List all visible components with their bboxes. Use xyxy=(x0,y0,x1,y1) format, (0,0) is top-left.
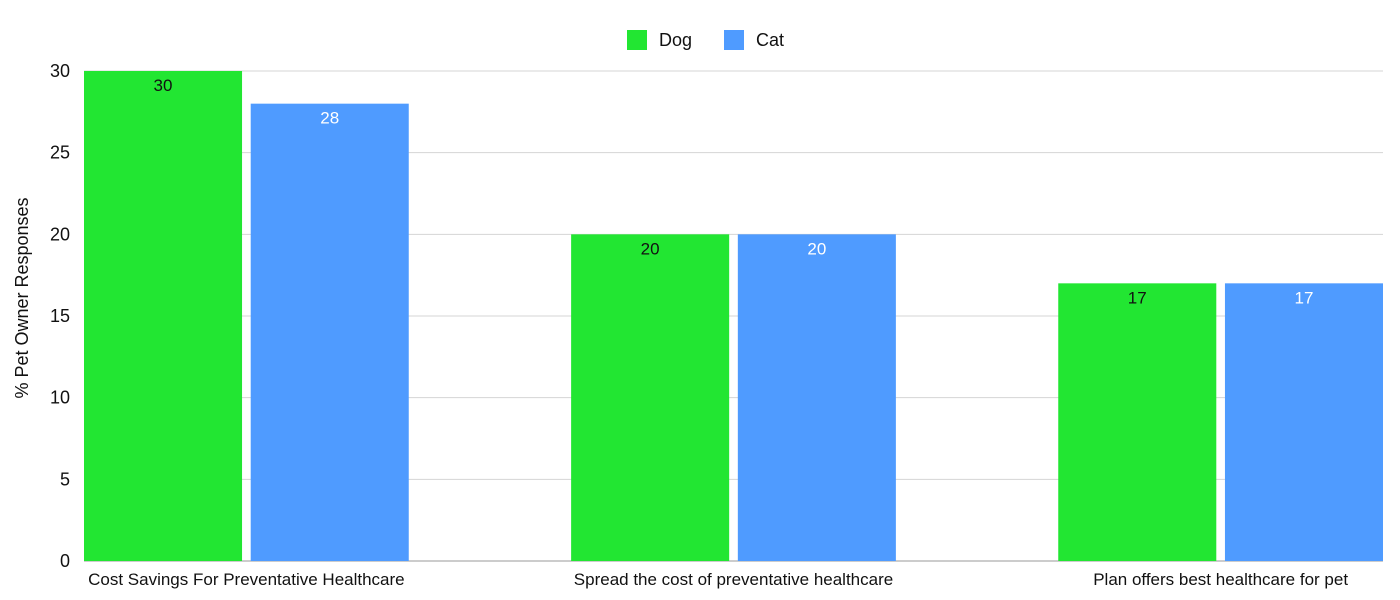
bar-dog-1 xyxy=(84,71,243,561)
y-tick-label: 15 xyxy=(50,306,70,326)
x-tick-label: Cost Savings For Preventative Healthcare xyxy=(88,570,405,589)
bar-dog-2 xyxy=(571,234,730,562)
data-label-dog-1: 30 xyxy=(154,76,173,95)
x-tick-label: Spread the cost of preventative healthca… xyxy=(574,570,893,589)
y-tick-label: 25 xyxy=(50,143,70,163)
y-tick-label: 30 xyxy=(50,61,70,81)
bar-cat-1 xyxy=(250,103,409,562)
bar-dog-3 xyxy=(1058,283,1217,561)
legend: Dog Cat xyxy=(627,30,784,50)
data-label-dog-2: 20 xyxy=(641,239,660,258)
y-axis-title: % Pet Owner Responses xyxy=(12,197,32,398)
y-axis-ticks: 0 5 10 15 20 25 30 xyxy=(50,61,70,571)
legend-label-dog: Dog xyxy=(659,30,692,50)
y-tick-label: 0 xyxy=(60,551,70,571)
y-tick-label: 20 xyxy=(50,224,70,244)
bar-cat-2 xyxy=(737,234,896,562)
x-axis-labels: Cost Savings For Preventative Healthcare… xyxy=(88,570,1348,589)
data-label-cat-3: 17 xyxy=(1295,288,1314,307)
legend-swatch-dog xyxy=(627,30,647,50)
data-label-cat-1: 28 xyxy=(320,109,339,128)
data-label-cat-2: 20 xyxy=(807,239,826,258)
y-tick-label: 10 xyxy=(50,388,70,408)
legend-swatch-cat xyxy=(724,30,744,50)
legend-label-cat: Cat xyxy=(756,30,784,50)
bar-cat-3 xyxy=(1224,283,1383,561)
y-tick-label: 5 xyxy=(60,469,70,489)
data-labels: 30 28 20 20 17 17 xyxy=(154,76,1314,307)
data-label-dog-3: 17 xyxy=(1128,288,1147,307)
bars xyxy=(84,71,1383,562)
x-tick-label: Plan offers best healthcare for pet xyxy=(1093,570,1348,589)
